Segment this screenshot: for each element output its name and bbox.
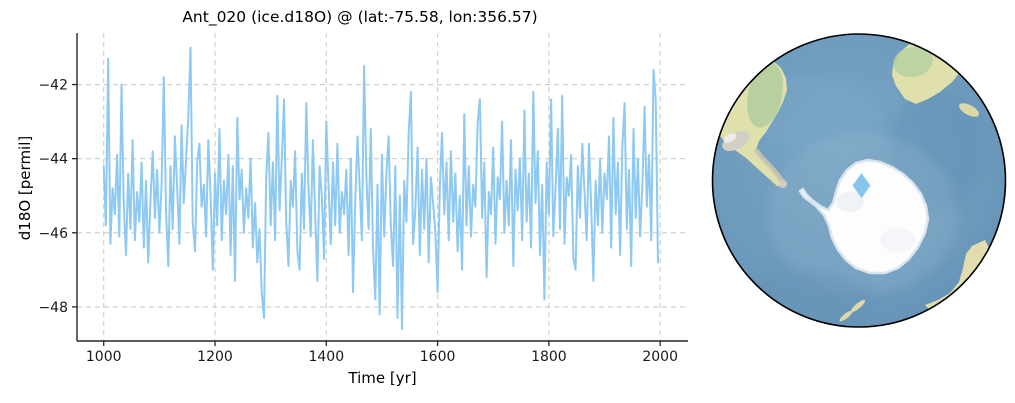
globe-outline <box>711 33 1007 328</box>
x-tick-label: 1600 <box>420 349 456 365</box>
plot-title: Ant_020 (ice.d18O) @ (lat:-75.58, lon:35… <box>182 8 538 26</box>
timeseries-plot: 1000 1200 1400 1600 1800 2000 −42 −44 −46 −48 <box>38 33 688 365</box>
patagonia <box>754 148 785 184</box>
x-tick-label: 1200 <box>197 349 233 365</box>
island-new-zealand-south <box>839 310 853 322</box>
andes-snow <box>723 133 737 143</box>
y-axis-label: d18O [permil] <box>16 135 34 241</box>
island-new-zealand-north <box>850 299 866 313</box>
x-axis-label: Time [yr] <box>348 369 417 387</box>
x-tick-label: 1000 <box>86 349 122 365</box>
x-tick-label: 1400 <box>308 349 344 365</box>
site-marker-diamond <box>851 171 872 201</box>
x-tick-label: 2000 <box>642 349 678 365</box>
ice-shelf-shading <box>880 228 916 252</box>
y-tick-label: −48 <box>38 300 68 316</box>
tierra-del-fuego <box>779 180 787 188</box>
d18o-data-line <box>102 46 659 331</box>
africa-vegetation <box>930 44 956 60</box>
y-tick-label: −42 <box>38 78 68 94</box>
globe-map <box>711 33 1007 328</box>
ice-shelf-shading <box>836 192 864 212</box>
y-tick-label: −44 <box>38 152 68 168</box>
amazon-vegetation <box>747 62 783 128</box>
island-madagascar <box>959 103 979 117</box>
y-tick-label: −46 <box>38 226 68 242</box>
africa-vegetation <box>893 46 933 78</box>
x-tick-label: 1800 <box>531 349 567 365</box>
